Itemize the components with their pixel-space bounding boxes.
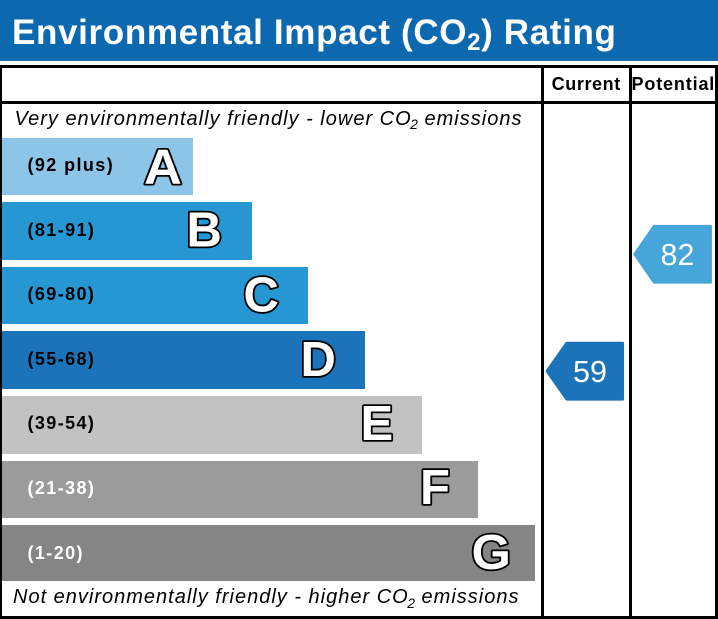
svg-text:G: G — [472, 525, 511, 580]
svg-text:82: 82 — [661, 238, 695, 272]
svg-text:F: F — [420, 461, 450, 515]
svg-text:59: 59 — [573, 355, 607, 389]
svg-text:E: E — [361, 397, 394, 451]
svg-text:B: B — [187, 204, 222, 258]
svg-text:A: A — [144, 139, 182, 194]
svg-text:D: D — [301, 333, 336, 387]
svg-text:C: C — [244, 269, 279, 323]
